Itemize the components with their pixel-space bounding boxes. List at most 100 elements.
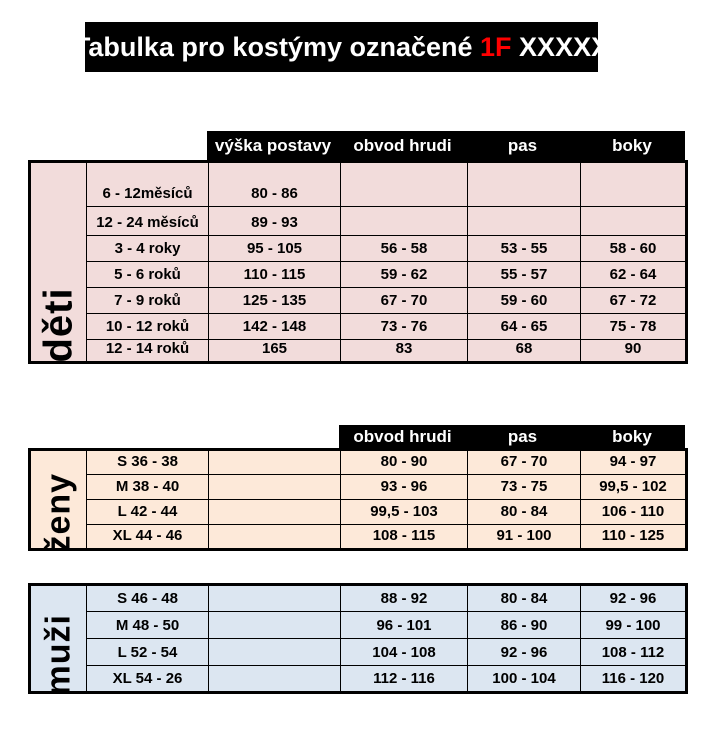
value-cell — [208, 638, 341, 666]
title-banner: Tabulka pro kostýmy označené 1F XXXXX — [74, 22, 609, 72]
value-cell — [467, 161, 581, 207]
value-cell: 73 - 76 — [340, 313, 468, 340]
size-label-cell: 5 - 6 roků — [86, 261, 209, 288]
value-cell: 125 - 135 — [208, 287, 341, 314]
size-label-cell: XL 44 - 46 — [86, 524, 209, 550]
value-cell: 110 - 115 — [208, 261, 341, 288]
value-cell — [208, 584, 341, 612]
group-label-women: ženy — [39, 472, 78, 550]
value-cell — [467, 206, 581, 236]
group-label-men: muži — [39, 614, 78, 693]
table-row: 3 - 4 roky 95 - 105 56 - 58 53 - 55 58 -… — [30, 235, 687, 262]
column-header-waist: pas — [507, 135, 538, 155]
value-cell: 80 - 86 — [208, 161, 341, 207]
table-row: ženy S 36 - 38 80 - 90 67 - 70 94 - 97 — [29, 449, 687, 550]
value-cell: 68 — [467, 339, 581, 363]
value-cell: 95 - 105 — [208, 235, 341, 262]
value-cell: 106 - 110 — [580, 499, 687, 525]
size-label-cell: 12 - 14 roků — [86, 339, 209, 363]
title-prefix: Tabulka pro kostýmy označené — [73, 31, 481, 62]
table-row: 5 - 6 roků 110 - 115 59 - 62 55 - 57 62 … — [30, 261, 687, 288]
table-row: XL 54 - 26 112 - 116 100 - 104 116 - 120 — [30, 665, 687, 693]
women-size-table: ženy S 36 - 38 80 - 90 67 - 70 94 - 97 M… — [28, 448, 688, 551]
value-cell: 67 - 70 — [340, 287, 468, 314]
column-header-height: výška postavy — [214, 135, 332, 155]
value-cell — [208, 499, 341, 525]
children-column-headers: výška postavy obvod hrudi pas boky — [207, 131, 685, 160]
value-cell: 100 - 104 — [467, 665, 581, 693]
table-row: L 52 - 54 104 - 108 92 - 96 108 - 112 — [30, 638, 687, 666]
table-row: 10 - 12 roků 142 - 148 73 - 76 64 - 65 7… — [30, 313, 687, 340]
group-label-cell: ženy — [29, 449, 87, 550]
value-cell: 75 - 78 — [580, 313, 687, 340]
table-row: M 48 - 50 96 - 101 86 - 90 99 - 100 — [30, 611, 687, 639]
table-row: XL 44 - 46 108 - 115 91 - 100 110 - 125 — [30, 524, 687, 550]
size-label-cell: L 42 - 44 — [86, 499, 209, 525]
size-label-cell: L 52 - 54 — [86, 638, 209, 666]
size-label-cell: S 46 - 48 — [86, 584, 209, 612]
table-row: muži S 46 - 48 88 - 92 80 - 84 92 - 96 — [29, 584, 687, 693]
value-cell: 94 - 97 — [580, 449, 687, 475]
value-cell: 67 - 72 — [580, 287, 687, 314]
value-cell: 165 — [208, 339, 341, 363]
group-label-cell: děti — [29, 161, 87, 363]
column-header-hips: boky — [612, 135, 652, 155]
value-cell: 86 - 90 — [467, 611, 581, 639]
value-cell: 99,5 - 102 — [580, 474, 687, 500]
value-cell: 93 - 96 — [340, 474, 468, 500]
table-row: 12 - 14 roků 165 83 68 90 — [30, 339, 687, 363]
value-cell: 64 - 65 — [467, 313, 581, 340]
value-cell: 96 - 101 — [340, 611, 468, 639]
value-cell: 91 - 100 — [467, 524, 581, 550]
value-cell: 80 - 90 — [340, 449, 468, 475]
title-suffix: XXXXX — [511, 31, 610, 62]
size-label-cell: 6 - 12měsíců — [86, 161, 209, 207]
value-cell: 104 - 108 — [340, 638, 468, 666]
size-label-cell: 10 - 12 roků — [86, 313, 209, 340]
value-cell: 116 - 120 — [580, 665, 687, 693]
value-cell: 56 - 58 — [340, 235, 468, 262]
value-cell — [208, 524, 341, 550]
value-cell: 59 - 60 — [467, 287, 581, 314]
value-cell: 112 - 116 — [340, 665, 468, 693]
value-cell: 88 - 92 — [340, 584, 468, 612]
value-cell — [208, 665, 341, 693]
women-column-headers: obvod hrudi pas boky — [339, 425, 685, 448]
table-row: M 38 - 40 93 - 96 73 - 75 99,5 - 102 — [30, 474, 687, 500]
size-label-cell: 7 - 9 roků — [86, 287, 209, 314]
value-cell: 73 - 75 — [467, 474, 581, 500]
value-cell: 83 — [340, 339, 468, 363]
column-header-waist: pas — [507, 426, 538, 446]
value-cell: 99,5 - 103 — [340, 499, 468, 525]
value-cell — [340, 161, 468, 207]
value-cell: 80 - 84 — [467, 499, 581, 525]
men-size-table: muži S 46 - 48 88 - 92 80 - 84 92 - 96 M… — [28, 583, 688, 694]
value-cell — [340, 206, 468, 236]
value-cell: 58 - 60 — [580, 235, 687, 262]
size-label-cell: M 48 - 50 — [86, 611, 209, 639]
column-header-hips: boky — [612, 426, 652, 446]
table-row: L 42 - 44 99,5 - 103 80 - 84 106 - 110 — [30, 499, 687, 525]
children-size-table: děti 6 - 12měsíců 80 - 86 12 - 24 měsíců… — [28, 160, 688, 364]
table-row: děti 6 - 12měsíců 80 - 86 — [29, 161, 687, 363]
column-header-chest: obvod hrudi — [353, 426, 452, 446]
column-header-chest: obvod hrudi — [353, 135, 452, 155]
value-cell — [208, 474, 341, 500]
table-row: 12 - 24 měsíců 89 - 93 — [30, 206, 687, 236]
group-label-children: děti — [36, 287, 81, 363]
value-cell: 92 - 96 — [580, 584, 687, 612]
value-cell: 99 - 100 — [580, 611, 687, 639]
value-cell: 59 - 62 — [340, 261, 468, 288]
size-label-cell: 3 - 4 roky — [86, 235, 209, 262]
value-cell: 142 - 148 — [208, 313, 341, 340]
value-cell: 89 - 93 — [208, 206, 341, 236]
value-cell — [580, 161, 687, 207]
value-cell: 80 - 84 — [467, 584, 581, 612]
size-label-cell: XL 54 - 26 — [86, 665, 209, 693]
group-label-cell: muži — [29, 584, 87, 693]
size-label-cell: 12 - 24 měsíců — [86, 206, 209, 236]
value-cell: 53 - 55 — [467, 235, 581, 262]
value-cell: 92 - 96 — [467, 638, 581, 666]
size-label-cell: S 36 - 38 — [86, 449, 209, 475]
value-cell: 67 - 70 — [467, 449, 581, 475]
